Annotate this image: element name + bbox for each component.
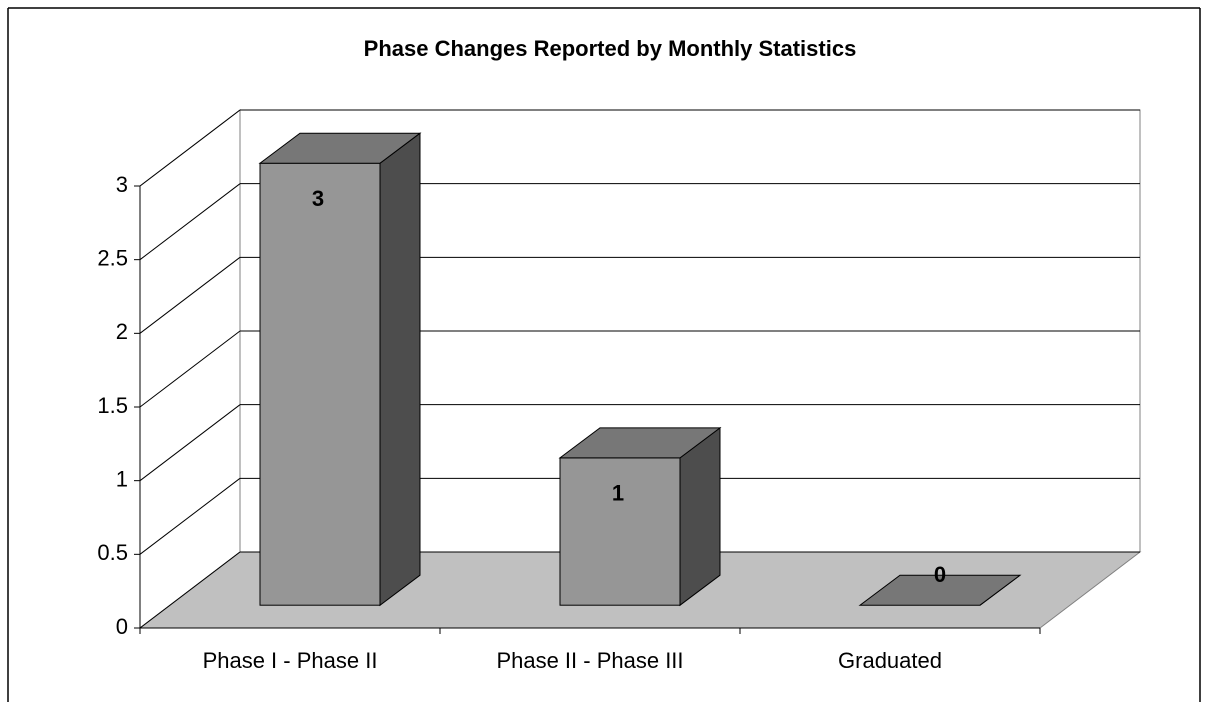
data-label: 0 [934, 562, 946, 587]
grid-line [139, 477, 241, 555]
bar-top [258, 132, 422, 164]
x-tick-label: Graduated [838, 648, 942, 673]
data-label: 3 [312, 186, 324, 211]
y-tick-label: 1 [116, 466, 128, 491]
x-tick-label: Phase II - Phase III [496, 648, 683, 673]
bar-top [558, 427, 722, 459]
grid-line [139, 404, 241, 482]
bar [559, 457, 681, 606]
chart-title: Phase Changes Reported by Monthly Statis… [364, 36, 857, 61]
y-tick-label: 1.5 [97, 393, 128, 418]
x-tick-label: Phase I - Phase II [203, 648, 378, 673]
bar-side [679, 426, 721, 607]
y-tick-label: 3 [116, 172, 128, 197]
data-label: 1 [612, 481, 624, 506]
chart-frame [7, 7, 1201, 702]
y-tick-label: 2.5 [97, 245, 128, 270]
bar-side [379, 132, 421, 607]
bar [259, 162, 381, 606]
grid-line [139, 330, 241, 408]
grid-line [139, 551, 241, 629]
y-tick-label: 0.5 [97, 540, 128, 565]
grid-line [139, 109, 241, 187]
grid-line [139, 256, 241, 334]
bar-top [858, 574, 1022, 606]
y-tick-label: 2 [116, 319, 128, 344]
grid-line [139, 183, 241, 261]
y-tick-label: 0 [116, 614, 128, 639]
